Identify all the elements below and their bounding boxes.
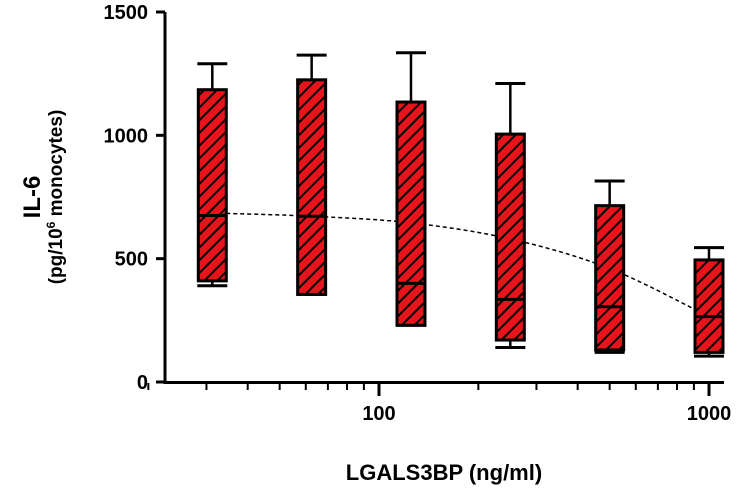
iqr-box (594, 204, 626, 352)
y-tick-label: 0 (137, 372, 148, 394)
x-tick-label: 1000 (687, 403, 732, 425)
box-group (494, 82, 526, 349)
x-axis-title: LGALS3BP (ng/ml) (346, 460, 542, 485)
y-axis-subtitle-prefix: (pg/10 (46, 228, 67, 284)
y-tick-label: 1000 (104, 125, 149, 147)
y-tick-label: 1500 (104, 2, 149, 24)
iqr-box (395, 100, 427, 327)
iqr-box (494, 132, 526, 342)
y-axis-subtitle: (pg/106 monocytes) (44, 110, 67, 285)
box-group (594, 179, 626, 354)
fit-curve-layer (212, 212, 710, 318)
y-axis-subtitle-suffix: monocytes) (46, 110, 67, 222)
box-group (296, 53, 328, 296)
y-axis-subtitle-superscript: 6 (44, 221, 58, 228)
labels-layer: LGALS3BP (ng/ml) IL-6 (pg/106 monocytes) (19, 110, 542, 485)
box-group (196, 62, 228, 288)
box-group (693, 246, 725, 358)
y-tick-label: 500 (115, 249, 148, 271)
box-group (395, 51, 427, 327)
axes-layer (163, 12, 724, 384)
iqr-box (693, 258, 725, 354)
iqr-box (296, 78, 328, 296)
iqr-box (196, 88, 228, 283)
ticks-layer: 0 500 1000 1500 100 1000 (104, 2, 732, 425)
x-tick-label: 100 (362, 403, 395, 425)
fit-curve (212, 212, 710, 318)
boxes-layer (196, 51, 725, 358)
y-axis-title: IL-6 (19, 176, 46, 219)
